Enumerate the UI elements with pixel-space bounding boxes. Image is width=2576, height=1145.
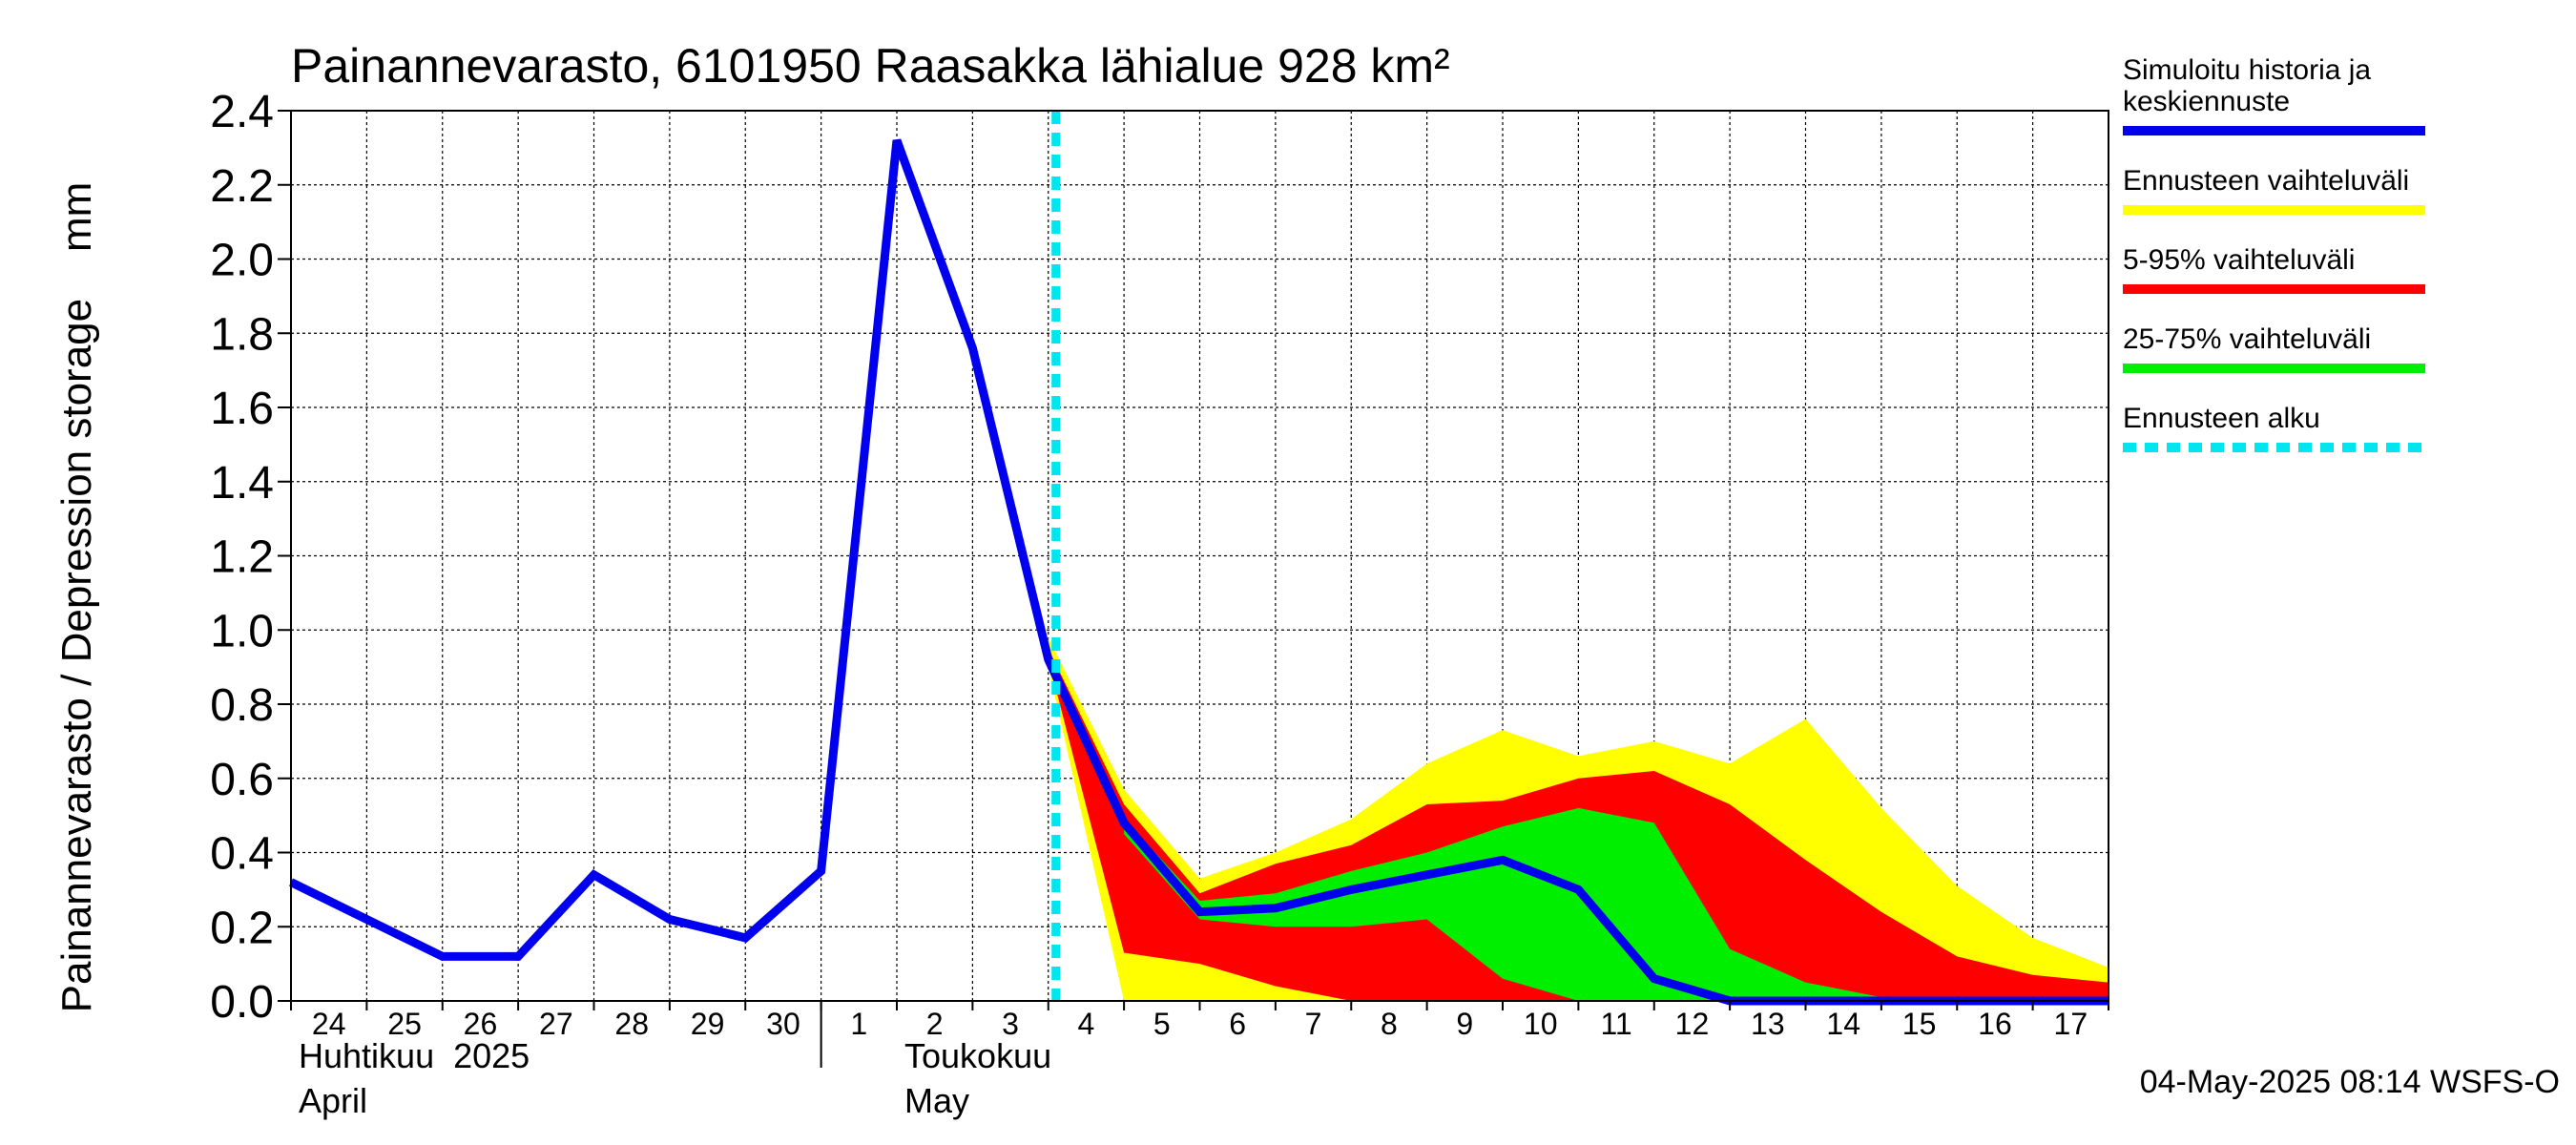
footer-timestamp: 04-May-2025 08:14 WSFS-O [2140, 1064, 2560, 1100]
x-tick-label: 26 [464, 1007, 498, 1041]
x-tick-label: 28 [614, 1007, 649, 1041]
y-axis-label: Painannevarasto / Depression storage mm [53, 182, 100, 1013]
x-tick-label: 13 [1751, 1007, 1785, 1041]
x-tick-label: 16 [1978, 1007, 2012, 1041]
chart-title: Painannevarasto, 6101950 Raasakka lähial… [291, 39, 1450, 93]
x-tick-label: 5 [1153, 1007, 1171, 1041]
y-tick-label: 0.6 [210, 755, 274, 805]
x-tick-label: 27 [539, 1007, 573, 1041]
y-tick-label: 2.0 [210, 236, 274, 286]
x-tick-label: 6 [1229, 1007, 1246, 1041]
x-axis-ticks: 24 25 26 27 28 29 30 1 2 3 4 5 6 7 8 9 10 11 12 13 14 15 16 17H… [290, 1001, 2109, 1120]
x-tick-label: 29 [691, 1007, 725, 1041]
legend-label: 25-75% vaihteluväli [2123, 323, 2371, 355]
y-tick-label: 1.2 [210, 532, 274, 583]
y-tick-label: 0.4 [210, 829, 274, 880]
y-tick-label: 2.4 [210, 87, 274, 137]
y-tick-label: 2.2 [210, 161, 274, 212]
x-tick-label: 17 [2054, 1007, 2088, 1041]
legend-label: Simuloitu historia ja [2123, 54, 2371, 86]
forecast-bands [1048, 637, 2109, 1001]
month-label-fi: Huhtikuu 2025 [299, 1036, 530, 1075]
y-tick-label: 1.8 [210, 309, 274, 360]
x-tick-label: 4 [1078, 1007, 1095, 1041]
y-tick-label: 0.8 [210, 680, 274, 731]
x-tick-label: 8 [1381, 1007, 1398, 1041]
y-axis-ticks: 0.0 0.2 0.4 0.6 0.8 1.0 1.2 1.4 1.6 1.8 2.0 2.2 2.4 [210, 87, 291, 1028]
x-tick-label: 1 [850, 1007, 867, 1041]
y-tick-label: 0.0 [210, 977, 274, 1028]
x-tick-label: 11 [1600, 1007, 1631, 1041]
legend-label: 5-95% vaihteluväli [2123, 244, 2355, 276]
legend-label: Ennusteen vaihteluväli [2123, 165, 2409, 197]
x-tick-label: 14 [1826, 1007, 1860, 1041]
y-tick-label: 1.4 [210, 458, 274, 509]
legend-label: Ennusteen alku [2123, 403, 2320, 434]
month-label-en: May [904, 1081, 969, 1120]
x-tick-label: 12 [1675, 1007, 1710, 1041]
y-tick-label: 1.6 [210, 384, 274, 434]
x-tick-label: 30 [766, 1007, 800, 1041]
x-tick-label: 2 [926, 1007, 944, 1041]
x-tick-label: 25 [387, 1007, 422, 1041]
x-tick-label: 24 [312, 1007, 346, 1041]
legend-label: keskiennuste [2123, 86, 2290, 117]
y-tick-label: 0.2 [210, 903, 274, 953]
y-tick-label: 1.0 [210, 606, 274, 656]
x-tick-label: 15 [1902, 1007, 1937, 1041]
band-25-75-vaihteluv-li [1124, 807, 1881, 1001]
x-tick-label: 9 [1456, 1007, 1473, 1041]
x-tick-label: 7 [1305, 1007, 1322, 1041]
month-label-en: April [299, 1081, 367, 1120]
x-tick-label: 3 [1002, 1007, 1019, 1041]
month-label-fi: Toukokuu [904, 1036, 1051, 1075]
x-tick-label: 10 [1524, 1007, 1558, 1041]
